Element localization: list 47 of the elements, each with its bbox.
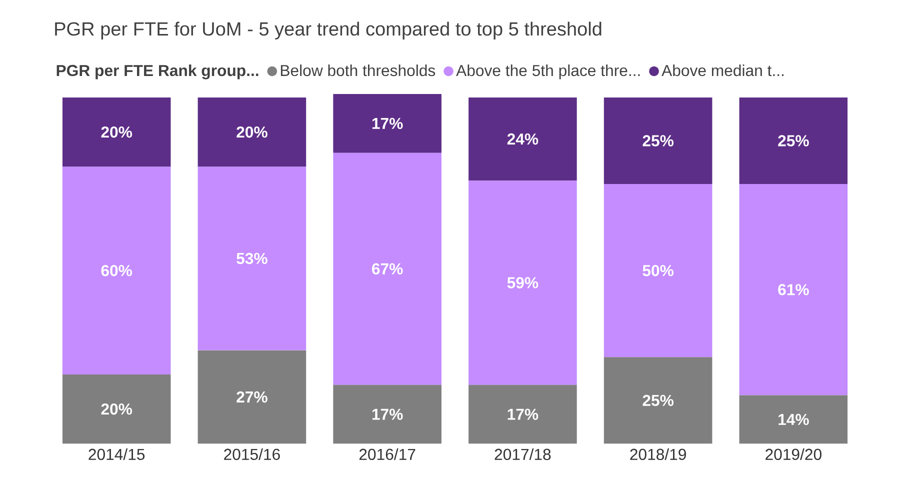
bar [198, 350, 306, 444]
x-tick-label: 2018/19 [630, 448, 686, 460]
data-label: 17% [508, 408, 538, 420]
bar [333, 152, 442, 385]
data-label: 25% [642, 135, 674, 146]
bar [604, 184, 712, 358]
data-label: 17% [372, 408, 403, 420]
bar [739, 97, 848, 184]
data-label: 25% [778, 135, 809, 146]
bar [198, 166, 306, 350]
data-label: 50% [642, 264, 674, 276]
data-label: 59% [507, 277, 538, 288]
bar [198, 97, 306, 167]
data-label: 53% [236, 252, 268, 264]
legend-label: Above the 5th place thre... [456, 64, 640, 80]
data-label: 20% [101, 126, 132, 138]
data-label: 67% [372, 263, 403, 274]
bar [62, 374, 171, 444]
bar [62, 166, 171, 374]
bar [468, 97, 577, 181]
x-tick-label: 2014/15 [88, 448, 145, 460]
data-label: 20% [236, 126, 268, 138]
data-label: 24% [507, 133, 538, 145]
data-label: 25% [642, 394, 674, 406]
data-label: 61% [778, 284, 809, 296]
legend-title: PGR per FTE Rank group... [56, 64, 258, 80]
legend-label: Below both thresholds [280, 64, 436, 76]
bar [739, 395, 848, 444]
bar [333, 384, 442, 444]
bar [604, 357, 712, 444]
x-tick-label: 2015/16 [224, 448, 280, 460]
bar [62, 97, 171, 167]
chart-title: PGR per FTE for UoM - 5 year trend compared to top 5 threshold [55, 22, 602, 40]
data-label: 60% [101, 264, 132, 276]
x-tick-label: 2019/20 [766, 448, 822, 460]
bar [333, 94, 442, 153]
x-tick-label: 2016/17 [359, 448, 416, 460]
data-label: 20% [101, 403, 132, 415]
x-tick-label: 2017/18 [494, 448, 551, 460]
bar [739, 184, 848, 396]
legend-label: Above median t... [662, 64, 784, 76]
bar [468, 384, 577, 444]
data-label: 27% [236, 391, 268, 403]
bar [604, 97, 712, 184]
data-label: 17% [372, 118, 403, 129]
data-label: 14% [778, 414, 809, 426]
bar [468, 180, 577, 385]
